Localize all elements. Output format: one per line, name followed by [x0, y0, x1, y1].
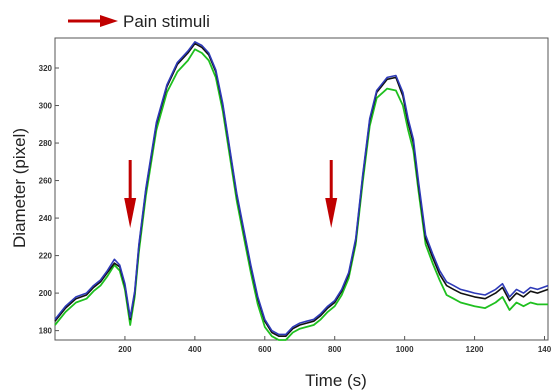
- stimulus-arrow-1: [124, 160, 137, 228]
- legend-arrow-icon: [68, 15, 118, 27]
- legend: Pain stimuli: [68, 12, 210, 31]
- series-line-blue: [54, 40, 549, 336]
- y-tick-label: 200: [39, 289, 53, 298]
- y-axis-ticks: 180 200 220 240 260 280 300 320: [39, 64, 59, 336]
- y-tick-label: 260: [39, 177, 53, 186]
- x-tick-label: 200: [118, 345, 132, 354]
- y-axis-title: Diameter (pixel): [10, 128, 29, 248]
- plot-frame: [54, 37, 549, 341]
- y-tick-label: 320: [39, 64, 53, 73]
- x-tick-label: 400: [188, 345, 202, 354]
- x-tick-label: 800: [328, 345, 342, 354]
- y-tick-label: 220: [39, 252, 53, 261]
- x-tick-label: 1000: [396, 345, 414, 354]
- y-tick-label: 280: [39, 139, 53, 148]
- stimulus-arrow-head: [325, 198, 338, 228]
- x-axis-ticks: 200 400 600 800 1000 1200 140: [118, 336, 552, 354]
- y-tick-label: 300: [39, 102, 53, 111]
- y-tick-label: 240: [39, 214, 53, 223]
- x-axis-title: Time (s): [305, 371, 367, 390]
- stimulus-arrow-head: [124, 198, 137, 228]
- stimuli-layer: [124, 160, 338, 228]
- legend-label-pain-stimuli: Pain stimuli: [123, 12, 210, 31]
- plot-area: 200 400 600 800 1000 1200 140 180 200 220 240 260 2…: [39, 37, 552, 354]
- stimulus-arrow-2: [325, 160, 338, 228]
- x-tick-label: 600: [258, 345, 272, 354]
- x-tick-label: 1200: [466, 345, 484, 354]
- x-tick-label: 140: [538, 345, 552, 354]
- series-layer: [54, 40, 549, 341]
- y-tick-label: 180: [39, 327, 53, 336]
